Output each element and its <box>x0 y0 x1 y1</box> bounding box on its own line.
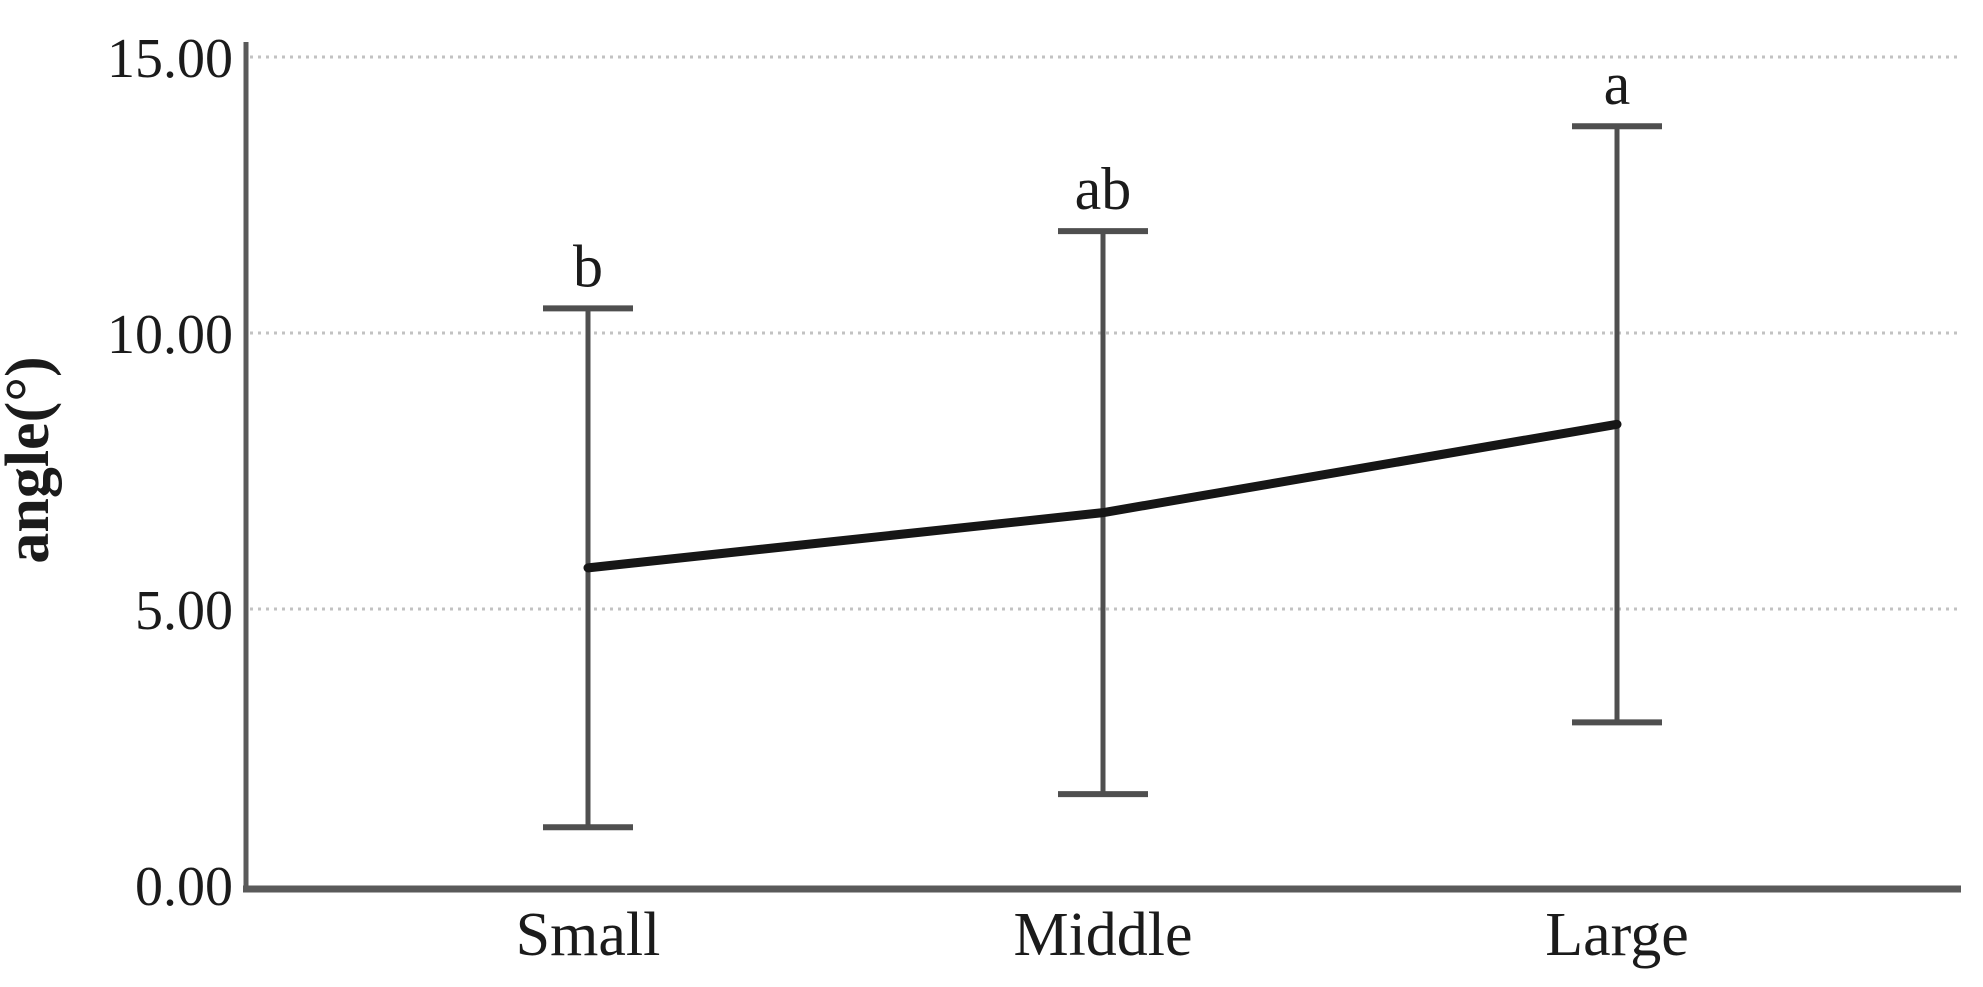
y-tick-label: 10.00 <box>107 304 233 366</box>
significance-letter: b <box>573 233 603 299</box>
mean-line <box>583 419 1622 573</box>
x-category-label: Large <box>1545 901 1688 969</box>
x-category-label: Middle <box>1013 901 1192 969</box>
significance-letter: a <box>1604 51 1631 117</box>
y-tick-label: 15.00 <box>107 28 233 90</box>
y-tick-label: 0.00 <box>135 856 233 918</box>
y-axis-title: angle(°) <box>0 356 62 563</box>
significance-letter: ab <box>1075 156 1132 222</box>
y-tick-label: 5.00 <box>135 580 233 642</box>
x-category-label: Small <box>516 901 661 969</box>
